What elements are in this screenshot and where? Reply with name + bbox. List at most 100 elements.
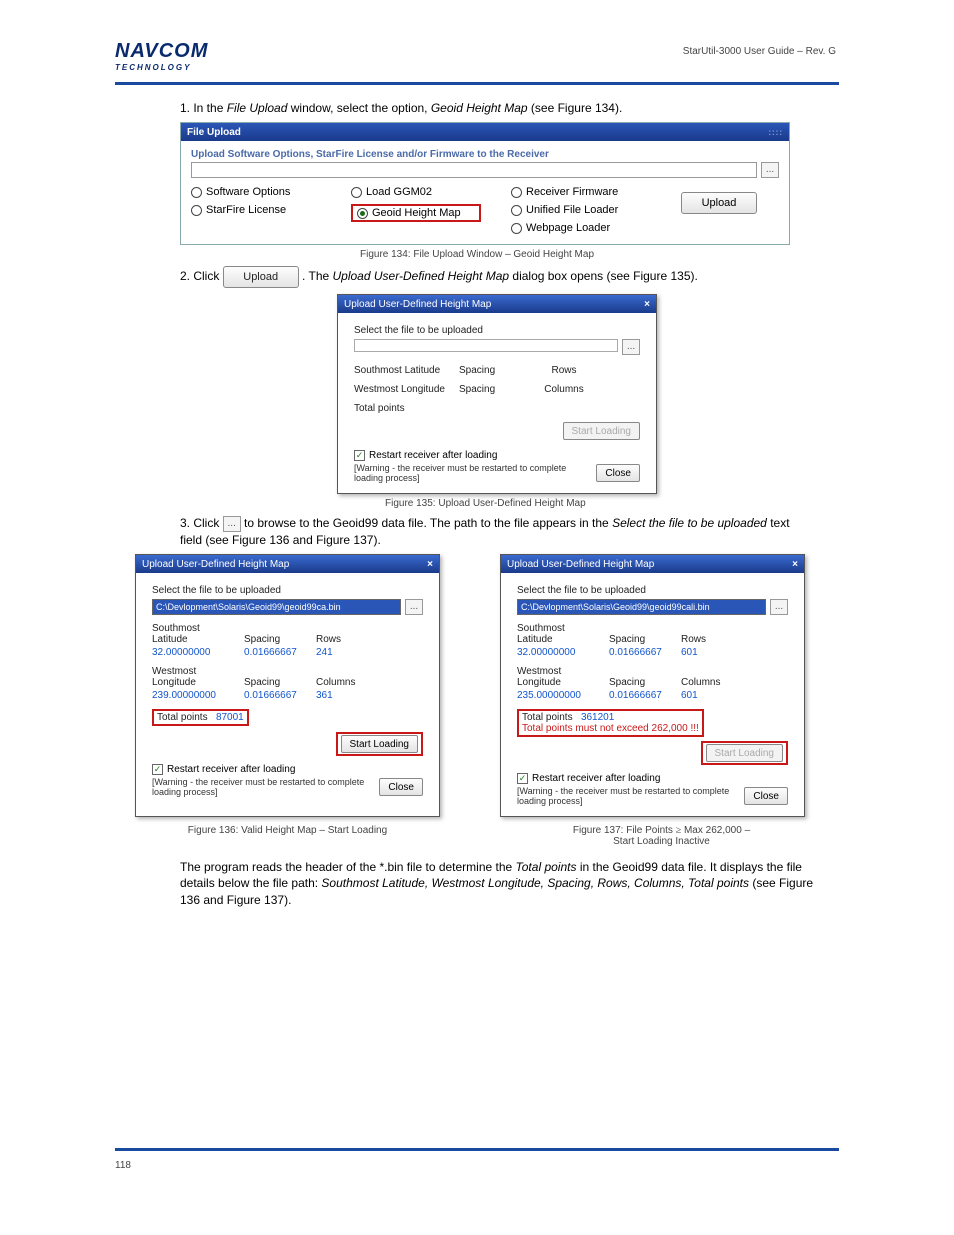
radio-icon xyxy=(191,205,202,216)
modal-valid-browse[interactable]: ... xyxy=(405,599,423,615)
close-button[interactable]: Close xyxy=(596,464,640,482)
s3-c: Select the file to be uploaded xyxy=(612,516,767,530)
lbl-sp-w-a: Spacing xyxy=(244,677,306,688)
checkbox-icon: ✓ xyxy=(152,764,163,775)
s2-a: 2. Click xyxy=(180,269,223,283)
close-button-a[interactable]: Close xyxy=(379,778,423,796)
radio-unified-file-loader[interactable]: Unified File Loader xyxy=(511,204,651,216)
content-area: 1. In the File Upload window, select the… xyxy=(180,100,814,914)
error-text: Total points must not exceed 262,000 !!! xyxy=(522,723,699,734)
modal-valid-body: Select the file to be uploaded C:\Devlop… xyxy=(136,573,439,807)
modal-invalid-path[interactable]: C:\Devlopment\Solaris\Geoid99\geoid99cal… xyxy=(517,599,766,615)
en-d: Southmost Latitude, Westmost Longitude, … xyxy=(321,876,749,890)
close-icon[interactable]: × xyxy=(427,559,433,570)
radio-icon xyxy=(511,187,522,198)
close-icon[interactable]: × xyxy=(644,299,650,310)
upload-col-1: Software Options StarFire License xyxy=(191,186,321,216)
restart-row-b[interactable]: ✓ Restart receiver after loading xyxy=(517,773,660,784)
lbl-cols-b: Columns xyxy=(681,677,731,688)
upload-col-3: Receiver Firmware Unified File Loader We… xyxy=(511,186,651,234)
fig137-b: Max 262,000 xyxy=(684,825,745,836)
modal-browse-button[interactable]: ... xyxy=(622,339,640,355)
lbl-total: Total points xyxy=(354,403,405,414)
lbl-rows-a: Rows xyxy=(316,634,366,645)
val-total-a: 87001 xyxy=(216,712,244,723)
checkbox-icon: ✓ xyxy=(517,773,528,784)
warn-a: [Warning - the receiver must be restarte… xyxy=(152,777,379,797)
s2-b: . The xyxy=(302,269,332,283)
fig-137-caption: Figure 137: File Points ≥ Max 262,000 – … xyxy=(509,825,814,847)
modal-valid-path[interactable]: C:\Devlopment\Solaris\Geoid99\geoid99ca.… xyxy=(152,599,401,615)
radio-geoid-height-map[interactable]: Geoid Height Map xyxy=(357,207,461,219)
modal-valid-title: Upload User-Defined Height Map xyxy=(142,559,289,570)
restart-warning: [Warning - the receiver must be restarte… xyxy=(354,463,596,483)
radio-software-options[interactable]: Software Options xyxy=(191,186,321,198)
file-upload-panel: File Upload :::: Upload Software Options… xyxy=(180,122,790,245)
restart-checkbox-row[interactable]: ✓ Restart receiver after loading xyxy=(354,450,497,461)
total-points-highlight-b: Total points 361201 Total points must no… xyxy=(517,709,704,737)
restart-label-a: Restart receiver after loading xyxy=(167,764,295,775)
modal-valid-titlebar: Upload User-Defined Height Map × xyxy=(136,555,439,573)
radio-label-fw: Receiver Firmware xyxy=(526,186,618,198)
fig135-text: Figure 135: Upload User-Defined Height M… xyxy=(385,498,586,509)
modal-blank-body: Select the file to be uploaded ... South… xyxy=(338,313,656,493)
s1-e: (see Figure 134). xyxy=(531,101,622,115)
lbl-sp-s-b: Spacing xyxy=(609,634,671,645)
modal-valid-select-label: Select the file to be uploaded xyxy=(152,585,423,596)
modal-file-input[interactable] xyxy=(354,339,618,352)
radio-icon xyxy=(511,205,522,216)
s1-c: window, select the option, xyxy=(291,101,431,115)
en-b: Total points xyxy=(516,860,577,874)
radio-load-ggm02[interactable]: Load GGM02 xyxy=(351,186,481,198)
modal-invalid-browse[interactable]: ... xyxy=(770,599,788,615)
fig136-text: Figure 136: Valid Height Map – Start Loa… xyxy=(188,825,387,836)
lbl-rows-b: Rows xyxy=(681,634,731,645)
upload-col-4: Upload xyxy=(681,186,757,214)
val-west-a: 239.00000000 xyxy=(152,690,234,701)
upload-path-input[interactable] xyxy=(191,162,757,178)
radio-receiver-firmware[interactable]: Receiver Firmware xyxy=(511,186,651,198)
val-total-b: 361201 xyxy=(581,712,614,723)
en-a: The program reads the header of the *.bi… xyxy=(180,860,516,874)
inline-upload-button[interactable]: Upload xyxy=(223,266,299,288)
close-icon[interactable]: × xyxy=(792,559,798,570)
lbl-rows: Rows xyxy=(529,365,599,376)
fig-134-caption: Figure 134: File Upload Window – Geoid H… xyxy=(360,249,814,260)
restart-row-a[interactable]: ✓ Restart receiver after loading xyxy=(152,764,295,775)
inline-browse-button[interactable]: ... xyxy=(223,516,241,532)
footer: 118 xyxy=(115,1160,839,1171)
upload-options: Software Options StarFire License Load G… xyxy=(191,186,779,234)
start-loading-highlight-a: Start Loading xyxy=(336,732,424,756)
logo-line2: TECHNOLOGY xyxy=(115,63,208,72)
total-points-highlight-a: Total points 87001 xyxy=(152,709,249,726)
lbl-cols: Columns xyxy=(529,384,599,395)
fig137-c: Start Loading Inactive xyxy=(613,836,710,847)
upload-button[interactable]: Upload xyxy=(681,192,757,214)
start-loading-button-b-disabled: Start Loading xyxy=(706,744,784,762)
radio-icon-selected xyxy=(357,208,368,219)
radio-icon xyxy=(511,223,522,234)
checkbox-icon: ✓ xyxy=(354,450,365,461)
upload-browse-button[interactable]: ... xyxy=(761,162,779,178)
fig137-a: Figure 137: File Points xyxy=(573,825,676,836)
radio-icon xyxy=(191,187,202,198)
s1-d: Geoid Height Map xyxy=(431,101,528,115)
start-loading-button-a[interactable]: Start Loading xyxy=(341,735,419,753)
radio-starfire-license[interactable]: StarFire License xyxy=(191,204,321,216)
lbl-sp-w-b: Spacing xyxy=(609,677,671,688)
upload-path-row: ... xyxy=(191,162,779,178)
bottom-rule xyxy=(115,1148,839,1151)
radio-label-wpl: Webpage Loader xyxy=(526,222,610,234)
radio-label-ggm: Load GGM02 xyxy=(366,186,432,198)
s3-a: 3. Click xyxy=(180,516,223,530)
lbl-south: Southmost Latitude xyxy=(354,365,449,376)
restart-label: Restart receiver after loading xyxy=(369,450,497,461)
s1-b: File Upload xyxy=(227,101,288,115)
close-button-b[interactable]: Close xyxy=(744,787,788,805)
end-note: The program reads the header of the *.bi… xyxy=(180,859,814,908)
radio-webpage-loader[interactable]: Webpage Loader xyxy=(511,222,651,234)
restart-label-b: Restart receiver after loading xyxy=(532,773,660,784)
lbl-sp-s-a: Spacing xyxy=(244,634,306,645)
page-number: 118 xyxy=(115,1160,131,1171)
modal-invalid-body: Select the file to be uploaded C:\Devlop… xyxy=(501,573,804,816)
